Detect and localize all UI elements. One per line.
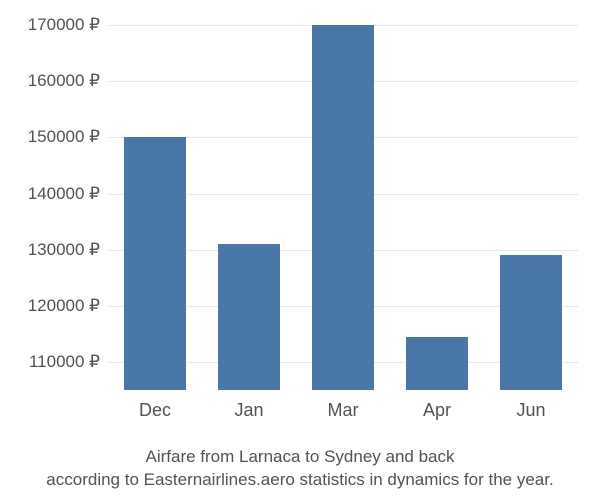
y-tick-label: 160000 ₽ bbox=[28, 71, 100, 91]
plot-area: 110000 ₽120000 ₽130000 ₽140000 ₽150000 ₽… bbox=[108, 14, 578, 390]
x-tick-label: Dec bbox=[108, 400, 202, 421]
airfare-chart: 110000 ₽ 120000 ₽ 130000 ₽ 140000 ₽ 150000 ₽… bbox=[0, 0, 600, 500]
x-tick-label: Jan bbox=[202, 400, 296, 421]
bar-slot bbox=[484, 14, 578, 390]
bar bbox=[500, 255, 561, 390]
y-tick-label: 140000 ₽ bbox=[28, 184, 100, 204]
caption-line-1: Airfare from Larnaca to Sydney and back bbox=[0, 446, 600, 469]
x-tick-label: Apr bbox=[390, 400, 484, 421]
chart-caption: Airfare from Larnaca to Sydney and back … bbox=[0, 446, 600, 492]
bar-slot bbox=[390, 14, 484, 390]
bar bbox=[312, 25, 373, 390]
y-tick-label: 170000 ₽ bbox=[28, 15, 100, 35]
bar bbox=[406, 337, 467, 390]
bar-slot bbox=[202, 14, 296, 390]
bar-slot bbox=[108, 14, 202, 390]
x-tick-label: Mar bbox=[296, 400, 390, 421]
caption-line-2: according to Easternairlines.aero statis… bbox=[0, 469, 600, 492]
bars-group bbox=[108, 14, 578, 390]
x-tick-label: Jun bbox=[484, 400, 578, 421]
bar bbox=[124, 137, 185, 390]
y-tick-label: 120000 ₽ bbox=[28, 296, 100, 316]
y-tick-label: 130000 ₽ bbox=[28, 240, 100, 260]
bar bbox=[218, 244, 279, 390]
x-axis-labels: DecJanMarAprJun bbox=[108, 400, 578, 421]
y-tick-label: 150000 ₽ bbox=[28, 127, 100, 147]
bar-slot bbox=[296, 14, 390, 390]
y-tick-label: 110000 ₽ bbox=[29, 352, 100, 372]
